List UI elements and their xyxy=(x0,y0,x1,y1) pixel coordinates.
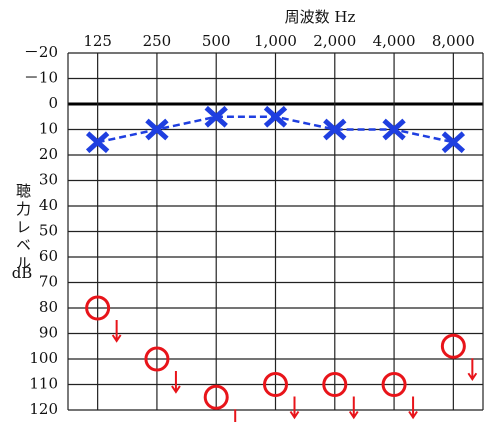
x-stroke xyxy=(85,131,110,154)
no-response-arrow xyxy=(234,409,237,422)
x-tick-label: 125 xyxy=(83,32,112,50)
x-stroke xyxy=(441,131,466,154)
x-marker xyxy=(382,118,406,141)
x-tick-label: 500 xyxy=(202,32,231,50)
no-response-arrow xyxy=(111,320,122,343)
y-axis-label: 聴力レベル xyxy=(14,183,32,273)
no-response-marker xyxy=(85,295,111,321)
x-marker xyxy=(204,105,228,128)
y-tick-label: 70 xyxy=(39,273,58,291)
x-tick-label: 8,000 xyxy=(432,32,475,50)
no-response-arrow xyxy=(171,371,181,394)
x-stroke xyxy=(323,118,347,141)
y-axis-unit: dB xyxy=(12,264,33,282)
no-response-marker xyxy=(144,346,170,372)
no-response-marker xyxy=(263,372,288,397)
y-tick-label: 50 xyxy=(39,222,58,240)
no-response-arrow xyxy=(289,396,300,420)
x-tick-label: 4,000 xyxy=(373,32,416,50)
y-tick-label: 100 xyxy=(29,349,58,367)
x-marker xyxy=(85,131,110,154)
y-tick-label: 0 xyxy=(48,94,58,112)
x-tick-label: 1,000 xyxy=(254,32,297,50)
y-tick-label: －10 xyxy=(24,69,58,87)
x-stroke xyxy=(382,118,406,141)
no-response-marker xyxy=(381,372,407,397)
x-marker xyxy=(263,105,288,128)
y-tick-label: 80 xyxy=(39,298,58,316)
y-tick-label: 60 xyxy=(39,247,58,265)
no-response-arrow xyxy=(408,396,418,420)
x-tick-label: 2,000 xyxy=(313,32,356,50)
x-stroke xyxy=(263,105,288,128)
y-tick-label: 90 xyxy=(39,324,58,342)
no-response-arrow xyxy=(467,358,478,382)
y-tick-label: 20 xyxy=(39,145,58,163)
x-marker xyxy=(145,118,169,141)
x-stroke xyxy=(204,105,228,128)
y-tick-label: 110 xyxy=(29,375,58,393)
x-marker xyxy=(441,131,466,154)
chart-title: 周波数 Hz xyxy=(285,8,356,26)
y-tick-label: 120 xyxy=(29,400,58,418)
x-marker xyxy=(323,118,347,141)
y-tick-label: 10 xyxy=(39,120,58,138)
x-stroke xyxy=(145,118,169,141)
x-tick-label: 250 xyxy=(143,32,172,50)
y-tick-label: 40 xyxy=(39,196,58,214)
y-tick-label: 30 xyxy=(39,171,58,189)
no-response-marker xyxy=(203,384,229,410)
y-tick-label: －20 xyxy=(24,43,58,61)
no-response-arrow xyxy=(348,396,359,420)
no-response-marker xyxy=(322,372,348,397)
no-response-marker xyxy=(440,333,466,359)
